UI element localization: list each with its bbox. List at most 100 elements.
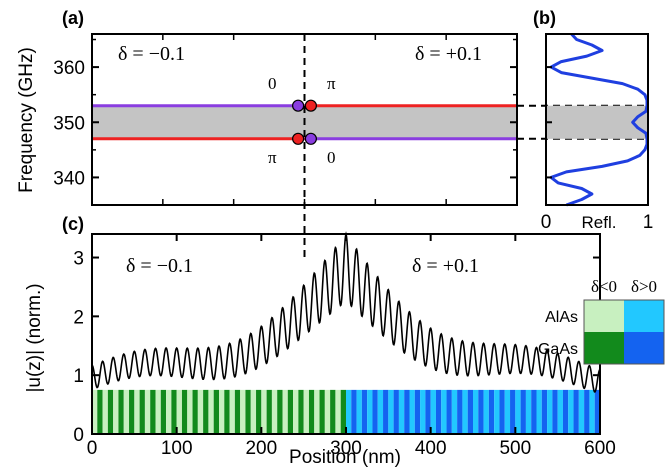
gaas-layer [150,389,156,434]
panel-label-a: (a) [62,8,84,28]
alas-layer [462,389,468,434]
alas-layer [398,389,405,434]
alas-layer [229,389,235,434]
alas-layer [367,389,373,434]
gaas-layer [330,389,336,434]
panel-a-annotation-left: δ = −0.1 [118,43,185,65]
phase-label-upper-left: 0 [268,74,277,93]
alas-layer [303,389,309,434]
legend-row-label: GaAs [538,341,578,358]
alas-layer [483,389,489,434]
gaas-layer [541,389,548,434]
panel-c-x-tick-label: 200 [245,438,277,459]
gaas-layer [488,389,495,434]
panel-a-y-axis-label: Frequency (GHz) [16,47,37,193]
gaas-layer [97,389,103,434]
alas-layer [451,389,458,434]
panel-c-x-axis-label: Position (nm) [289,447,401,468]
gaas-layer [224,389,230,434]
gaas-layer [414,389,421,434]
panel-c-x-tick-label: 600 [584,438,616,459]
alas-layer [250,389,257,434]
gaas-layer [160,389,167,434]
alas-layer [219,389,225,434]
alas-layer [261,389,267,434]
alas-layer [176,389,182,434]
gaas-layer [446,389,452,434]
gaas-layer [203,389,209,434]
panel-b-frame [545,33,649,206]
panel-label-c: (c) [62,214,84,234]
gaas-layer [499,389,505,434]
panel-b-x-axis-label: Refl. [582,213,617,232]
gaas-layer [287,389,294,434]
gaas-layer [319,389,325,434]
gaas-layer [478,389,484,434]
layer-legend: δ<0 δ>0 AlAs GaAs [538,277,665,365]
alas-layer [547,389,553,434]
gaas-layer [425,389,431,434]
gaas-layer [192,389,198,434]
mode-dot [292,99,305,112]
legend-row-label: AlAs [545,309,578,326]
mode-dot [304,99,317,112]
panel-label-b: (b) [533,8,556,28]
mode-dot [304,132,317,145]
alas-layer [525,389,532,434]
panel-c-x-tick-label: 0 [87,438,98,459]
panel-c-y-tick-label: 0 [73,425,84,446]
alas-layer [356,389,362,434]
panel-c-y-tick-label: 2 [73,307,84,328]
panel-a-y-tick-label: 340 [53,168,85,189]
panel-c-x-tick-label: 400 [415,438,447,459]
alas-layer [377,389,384,434]
alas-layer [557,389,563,434]
alas-layer [473,389,479,434]
alas-layer [282,389,288,434]
alas-layer [568,389,574,434]
alas-layer [166,389,172,434]
gaas-layer [181,389,188,434]
alas-layer [113,389,119,434]
gaas-layer [594,389,600,434]
mode-dot [292,132,305,145]
gaas-layer [308,389,315,434]
phase-label-lower-right: 0 [327,148,336,167]
gaas-layer [139,389,145,434]
gaas-layer [372,389,378,434]
panel-a-y-tick-label: 360 [53,58,85,79]
alas-layer [155,389,161,434]
gaas-layer [213,389,219,434]
alas-layer [197,389,204,434]
gaas-layer [266,389,272,434]
gaas-layer [256,389,262,434]
gaas-layer [435,389,442,434]
alas-layer [208,389,214,434]
alas-layer [293,389,299,434]
gaas-layer [361,389,368,434]
gaas-layer [531,389,537,434]
legend-swatch [624,300,664,332]
alas-layer [123,389,130,434]
gaas-layer [510,389,516,434]
gaas-layer [129,389,135,434]
alas-layer [187,389,193,434]
gaas-layer [457,389,463,434]
panel-a-y-tick-label: 350 [53,113,85,134]
gaas-layer [584,389,590,434]
alas-layer [536,389,542,434]
panel-c-y-tick-label: 3 [73,249,84,270]
gaas-layer [340,389,346,434]
gaas-layer [562,389,569,434]
gaas-layer [467,389,473,434]
panel-c-x-tick-label: 100 [161,438,193,459]
legend-swatch [584,332,624,364]
alas-layer [346,389,352,434]
alas-layer [430,389,436,434]
alas-layer [92,389,98,434]
alas-layer [335,389,341,434]
alas-layer [240,389,246,434]
alas-layer [409,389,415,434]
gaas-layer [234,389,241,434]
